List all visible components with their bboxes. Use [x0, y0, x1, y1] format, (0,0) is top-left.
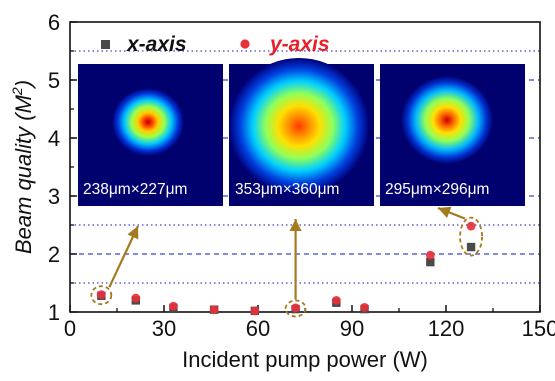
x-axis-title: Incident pump power (W): [182, 347, 428, 372]
highlight-circle-low-power: [90, 285, 113, 306]
inset-2-label: 353μm×360μm: [235, 181, 339, 198]
x-tick-label: 0: [64, 316, 76, 341]
y-axis-point: [209, 305, 219, 315]
y-axis-title: Beam quality (M2): [9, 80, 36, 254]
highlight-markers: [90, 216, 483, 318]
arrow-to-inset-3: [437, 206, 466, 220]
x-axis-point: [466, 242, 476, 252]
beam-profile-inset-2: 353μm×360μm: [229, 58, 374, 206]
y-tick-label: 2: [48, 242, 60, 267]
y-axis-point: [169, 301, 178, 311]
x-tick-label: 30: [152, 316, 176, 341]
inset-3-label: 295μm×296μm: [385, 181, 489, 198]
beam-profile-inset-1: 238μm×227μm: [78, 64, 223, 206]
y-axis-point: [96, 290, 106, 299]
legend-x-axis-marker: [101, 40, 110, 49]
arrow-to-inset-2: [289, 219, 302, 300]
y-axis-point: [131, 293, 141, 303]
y-axis-point: [331, 296, 341, 305]
y-tick-label: 5: [48, 68, 60, 93]
annotation-arrows: [108, 206, 466, 300]
beam-profile-inset-3: 295μm×296μm: [380, 64, 525, 206]
y-axis-point: [360, 302, 369, 312]
x-axis-point: [426, 257, 435, 267]
y-axis-title-superscript: 2: [9, 87, 25, 96]
arrow-to-inset-1: [108, 225, 139, 288]
arrow-to-inset-3-head: [438, 206, 452, 218]
inset-1-beam-spot: [112, 88, 184, 156]
y-axis-point: [291, 303, 300, 313]
x-tick-label: 120: [428, 316, 465, 341]
inset-1-label: 238μm×227μm: [83, 181, 187, 198]
x-tick-label: 90: [340, 316, 364, 341]
highlight-circle-high-power: [459, 216, 483, 257]
highlight-circle-mid-power: [284, 299, 307, 318]
inset-3-beam-spot: [401, 76, 493, 164]
y-tick-label: 3: [48, 184, 60, 209]
y-axis-point: [425, 250, 435, 260]
arrow-to-inset-1-head: [127, 226, 139, 240]
x-tick-label: 150: [522, 316, 555, 341]
y-tick-label: 6: [48, 10, 60, 35]
legend-y-axis-label: y-axis: [269, 33, 330, 56]
y-axis-title-main: Beam quality (: [11, 111, 36, 254]
inset-2-beam-spot: [229, 58, 369, 194]
legend-x-axis-label: x-axis: [126, 33, 187, 56]
data-points: [96, 221, 476, 316]
y-axis-point: [250, 306, 260, 316]
y-axis-title-close: ): [11, 80, 36, 90]
axis-tick-labels: 0 30 60 90 120 150 1 2 3 4 5 6: [48, 10, 555, 341]
legend-y-axis-marker: [240, 39, 250, 49]
y-tick-label: 1: [48, 300, 60, 325]
legend: x-axis y-axis: [101, 33, 330, 56]
y-axis-title-symbol: M: [11, 94, 36, 113]
arrow-to-inset-2-head: [289, 219, 302, 231]
y-tick-label: 4: [48, 126, 60, 151]
x-tick-label: 60: [246, 316, 270, 341]
y-axis-point: [466, 221, 476, 231]
